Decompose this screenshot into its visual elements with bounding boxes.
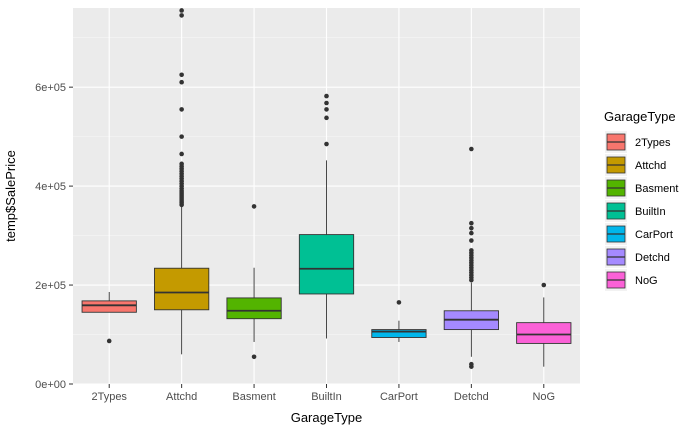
x-tick-label: NoG xyxy=(532,391,555,403)
iqr-box xyxy=(81,300,137,313)
legend-item-2types: 2Types xyxy=(605,131,671,153)
box-2types xyxy=(81,291,137,344)
x-tick-label: Basment xyxy=(232,391,275,403)
x-tick-label: Attchd xyxy=(166,391,197,403)
outlier-point xyxy=(179,107,184,112)
legend: 2Types Attchd Basment BuiltIn CarPort Detchd N… xyxy=(605,131,678,291)
outlier-point xyxy=(251,354,257,360)
outlier-point xyxy=(469,361,474,367)
outlier-point xyxy=(469,230,474,236)
outlier-point xyxy=(179,13,184,18)
box-nog xyxy=(516,282,572,367)
axes: 0e+00 2e+05 4e+05 6e+05 2Types Attchd Basment B… xyxy=(35,82,555,403)
box-basment xyxy=(226,204,282,360)
legend-label: BuiltIn xyxy=(635,206,666,218)
legend-label: Detchd xyxy=(635,252,670,264)
x-tick-label: BuiltIn xyxy=(311,391,342,403)
outlier-point xyxy=(469,238,474,243)
y-tick-label: 6e+05 xyxy=(35,82,66,94)
outlier-point xyxy=(469,248,474,253)
outlier-point xyxy=(469,146,474,152)
outlier-point xyxy=(106,338,112,344)
legend-title: GarageType xyxy=(604,109,676,124)
legend-item-builtin: BuiltIn xyxy=(605,200,666,222)
legend-label: CarPort xyxy=(635,229,673,241)
iqr-box xyxy=(371,329,427,338)
outlier-point xyxy=(541,282,547,288)
y-tick-label: 2e+05 xyxy=(35,280,66,292)
outlier-point xyxy=(251,204,257,209)
x-axis-title: GarageType xyxy=(291,410,363,425)
legend-item-basment: Basment xyxy=(605,177,678,199)
x-tick-label: Detchd xyxy=(454,391,489,403)
legend-label: 2Types xyxy=(635,137,671,149)
y-tick-label: 4e+05 xyxy=(35,181,66,193)
x-tick-label: 2Types xyxy=(91,391,127,403)
outlier-point xyxy=(324,93,329,99)
legend-item-attchd: Attchd xyxy=(605,154,666,176)
y-axis-title: temp$SalePrice xyxy=(3,150,18,242)
outlier-point xyxy=(179,151,184,157)
outlier-point xyxy=(179,134,184,139)
x-tick-label: CarPort xyxy=(380,391,418,403)
y-tick-label: 0e+00 xyxy=(35,379,66,391)
outlier-point xyxy=(324,141,329,147)
legend-item-carport: CarPort xyxy=(605,223,673,245)
legend-label: Basment xyxy=(635,183,678,195)
iqr-box xyxy=(516,322,572,344)
outlier-point xyxy=(324,100,329,106)
legend-item-nog: NoG xyxy=(605,269,658,291)
legend-label: NoG xyxy=(635,275,658,287)
box-carport xyxy=(371,300,427,342)
outlier-point xyxy=(324,115,329,121)
outlier-point xyxy=(179,161,184,167)
box-attchd xyxy=(154,8,210,355)
legend-label: Attchd xyxy=(635,160,666,172)
iqr-box xyxy=(226,297,282,320)
iqr-box xyxy=(298,234,355,295)
box-detchd xyxy=(443,146,499,369)
iqr-box xyxy=(154,267,210,311)
outlier-point xyxy=(179,8,184,13)
box-builtin xyxy=(298,93,355,339)
outlier-point xyxy=(396,300,402,305)
legend-item-detchd: Detchd xyxy=(605,246,670,268)
outlier-point xyxy=(324,107,329,112)
outlier-point xyxy=(179,79,184,85)
outlier-point xyxy=(179,72,184,78)
boxes xyxy=(81,8,572,369)
outlier-point xyxy=(469,220,474,226)
outlier-point xyxy=(469,225,474,231)
